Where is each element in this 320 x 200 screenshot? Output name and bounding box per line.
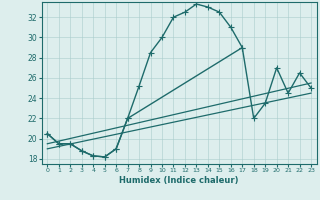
X-axis label: Humidex (Indice chaleur): Humidex (Indice chaleur)	[119, 176, 239, 185]
